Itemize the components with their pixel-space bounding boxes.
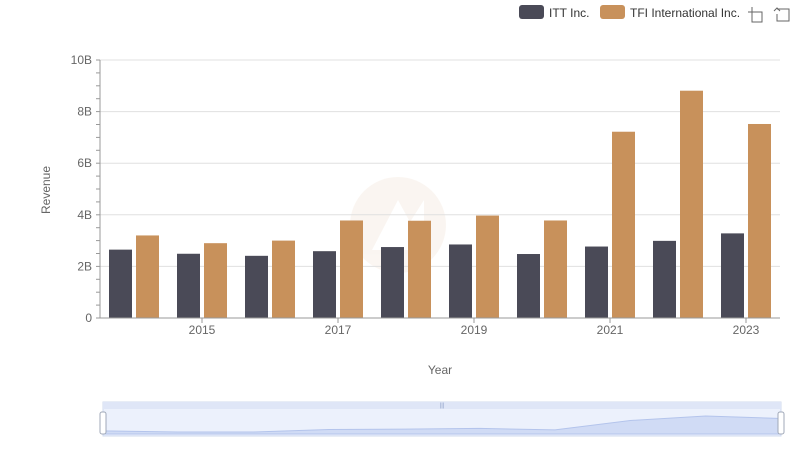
bar-itt-2014[interactable] (109, 249, 132, 318)
bar-tfi-2014[interactable] (136, 235, 159, 318)
legend: ITT Inc. TFI International Inc. (519, 5, 740, 20)
bar-tfi-2015[interactable] (204, 243, 227, 318)
slider-handle-left[interactable] (99, 411, 107, 435)
x-axis-title: Year (428, 363, 452, 377)
bars (109, 90, 771, 319)
y-tick-label: 8B (77, 105, 92, 119)
grid-lines (100, 59, 780, 267)
y-tick-label: 0 (85, 311, 92, 325)
legend-label-itt: ITT Inc. (549, 6, 589, 20)
bar-itt-2015[interactable] (177, 253, 200, 318)
x-tick-label: 2015 (189, 323, 216, 337)
slider-handle-right[interactable] (777, 411, 785, 435)
x-tick-label: 2021 (597, 323, 624, 337)
legend-item-tfi[interactable]: TFI International Inc. (600, 5, 740, 20)
bar-itt-2023[interactable] (721, 233, 744, 318)
bar-itt-2017[interactable] (313, 251, 336, 318)
y-tick-label: 4B (77, 208, 92, 222)
x-tick-label: 2017 (325, 323, 352, 337)
y-tick-label: 10B (71, 53, 92, 67)
x-tick-label: 2019 (461, 323, 488, 337)
slider-top-bar[interactable] (103, 402, 781, 409)
data-zoom-slider[interactable]: ||| (99, 401, 785, 437)
bar-tfi-2022[interactable] (680, 90, 703, 319)
legend-swatch-itt (519, 5, 544, 19)
slider-grip-icon: ||| (440, 403, 445, 409)
slider-selected-range[interactable] (103, 409, 781, 436)
x-axis: 2015 2017 2019 2021 2023 (100, 317, 780, 337)
bar-itt-2018[interactable] (381, 247, 404, 318)
bar-tfi-2023[interactable] (748, 123, 771, 318)
legend-swatch-tfi (600, 5, 625, 19)
zoom-icon[interactable] (748, 7, 763, 23)
bar-itt-2020[interactable] (517, 254, 540, 318)
bar-tfi-2019[interactable] (476, 215, 499, 318)
bar-tfi-2016[interactable] (272, 240, 295, 318)
bar-tfi-2020[interactable] (544, 220, 567, 318)
bar-itt-2022[interactable] (653, 240, 676, 318)
bar-tfi-2018[interactable] (408, 220, 431, 318)
bar-itt-2019[interactable] (449, 244, 472, 318)
restore-icon[interactable] (773, 7, 790, 22)
y-tick-label: 6B (77, 156, 92, 170)
x-tick-label: 2023 (733, 323, 760, 337)
legend-label-tfi: TFI International Inc. (630, 6, 740, 20)
y-tick-label: 2B (77, 259, 92, 273)
y-axis: 0 2B 4B 6B 8B 10B (71, 53, 101, 325)
legend-item-itt[interactable]: ITT Inc. (519, 5, 589, 20)
bar-itt-2021[interactable] (585, 246, 608, 318)
bar-itt-2016[interactable] (245, 255, 268, 318)
y-axis-title: Revenue (39, 166, 53, 214)
bar-tfi-2017[interactable] (340, 220, 363, 318)
bar-tfi-2021[interactable] (612, 131, 635, 318)
